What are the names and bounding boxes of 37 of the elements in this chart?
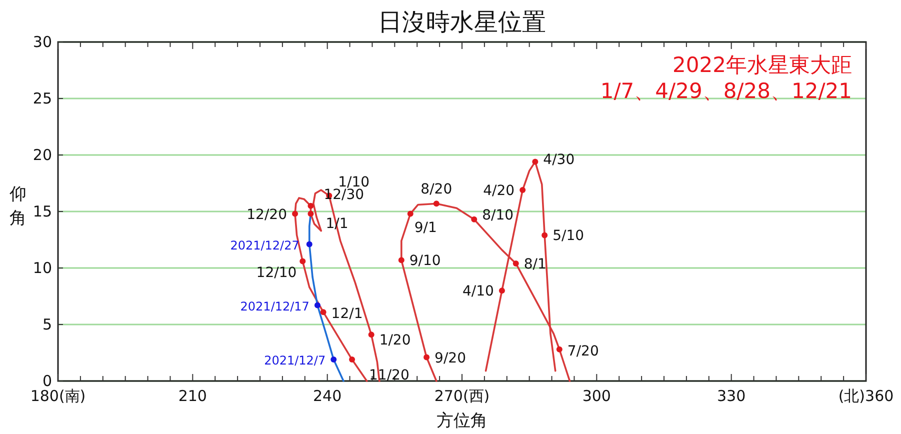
annotation: 12/20 <box>246 206 288 223</box>
y-tick-label: 15 <box>32 202 52 220</box>
y-tick-label: 25 <box>32 90 52 108</box>
y-tick-label: 0 <box>42 372 52 390</box>
x-tick-label: 330 <box>717 387 746 405</box>
x-axis-title: 方位角 <box>436 411 488 431</box>
annotation: 4/20 <box>483 183 515 200</box>
annotation: 9/20 <box>434 350 466 366</box>
annotation: 2021/12/17 <box>240 299 310 314</box>
annotation: 8/20 <box>420 182 452 198</box>
annotation: 12/1 <box>331 306 363 322</box>
annotation: 2021/12/27 <box>230 238 300 252</box>
annotation: 2022年水星東大距 <box>672 53 852 77</box>
annotation: 12/10 <box>256 265 297 282</box>
annotation: 7/20 <box>567 343 599 360</box>
x-tick-label: 180(南) <box>30 387 86 405</box>
y-tick-label: 20 <box>32 146 52 164</box>
annotation: 8/1 <box>524 256 546 272</box>
annotation: 5/10 <box>552 228 584 244</box>
annotation: 9/1 <box>414 220 437 236</box>
y-tick-label: 10 <box>32 259 52 277</box>
x-tick-label: 240 <box>313 387 342 405</box>
y-tick-label: 5 <box>42 316 52 334</box>
annotation: 1/20 <box>379 332 411 349</box>
y-axis-title: 仰角 <box>10 184 26 228</box>
x-tick-label: (北)360 <box>838 387 894 405</box>
annotation: 9/10 <box>409 253 441 270</box>
x-tick-label: 210 <box>178 387 207 405</box>
annotation: 2021/12/7 <box>264 354 326 368</box>
annotation: 4/10 <box>462 284 494 300</box>
annotation: 8/10 <box>482 207 514 224</box>
annotation: 1/7、4/29、8/28、12/21 <box>600 79 852 103</box>
x-tick-label: 300 <box>582 387 611 405</box>
y-tick-label: 30 <box>32 33 52 51</box>
annotation: 4/30 <box>543 152 575 168</box>
x-tick-label: 270(西) <box>434 387 490 405</box>
chart-title: 日沒時水星位置 <box>378 8 546 36</box>
